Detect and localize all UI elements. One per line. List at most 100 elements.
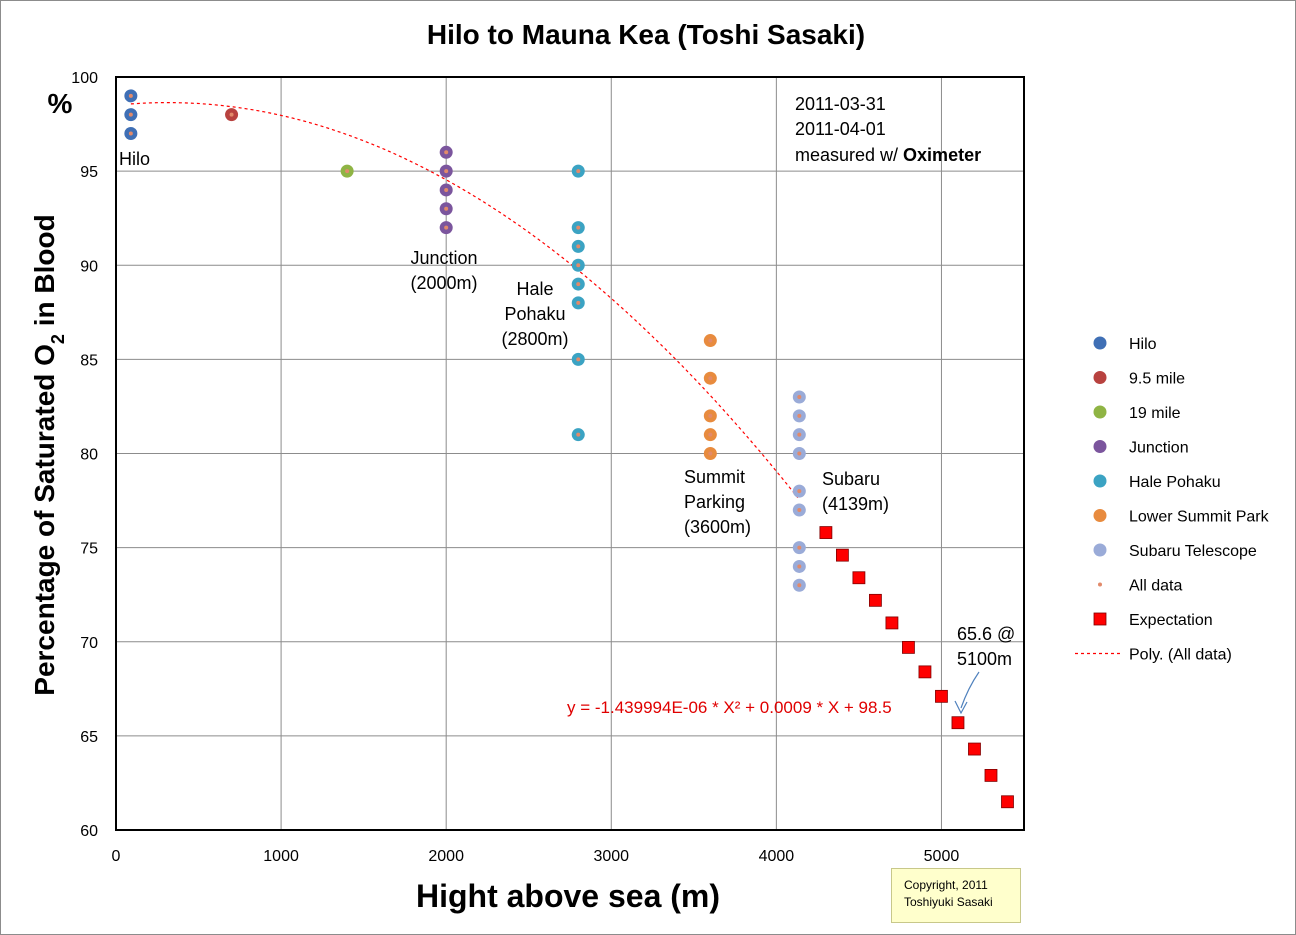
annotation-measured-device: Oximeter [903, 145, 981, 165]
legend-marker [1093, 371, 1107, 384]
poly-trend-line [130, 102, 799, 498]
all-data-point [576, 169, 581, 174]
annotation-measured-prefix: measured w/ [795, 145, 903, 165]
x-tick-label: 3000 [593, 848, 629, 865]
x-tick-label: 0 [112, 848, 121, 865]
plot-border [115, 76, 1025, 831]
y-tick-label: 70 [80, 635, 98, 652]
legend-label: 19 mile [1129, 405, 1181, 422]
all-data-point [708, 338, 713, 343]
all-data-point [444, 150, 449, 155]
all-data-point [128, 131, 133, 136]
all-data-point [797, 413, 802, 418]
y-tick-label: 75 [80, 541, 98, 558]
all-data-point [229, 112, 234, 117]
all-data-point [345, 169, 350, 174]
x-tick-label: 5000 [924, 848, 960, 865]
copyright-line-1: Copyright, 2011 [904, 878, 988, 892]
annotation-date: 2011-04-01 [795, 119, 886, 139]
all-data-point [797, 564, 802, 569]
legend-label: Hilo [1129, 336, 1157, 353]
legend-label: Poly. (All data) [1129, 647, 1232, 664]
annotation-measured: measured w/ Oximeter [795, 145, 981, 165]
annotation-hilo: Hilo [119, 149, 150, 169]
y-tick-label: 60 [80, 823, 98, 840]
all-data-point [576, 244, 581, 249]
legend-marker [1098, 582, 1102, 587]
expectation-point [819, 526, 833, 539]
copyright-box: Copyright, 2011 Toshiyuki Sasaki [891, 868, 1021, 923]
expectation-point [984, 769, 998, 782]
legend-marker [1093, 543, 1107, 557]
trendline-equation: y = -1.439994E-06 * X² + 0.0009 * X + 98… [567, 698, 892, 717]
legend-marker [1093, 405, 1107, 419]
expectation-point [902, 640, 915, 654]
legend-label: Subaru Telescope [1129, 543, 1257, 560]
all-data-point [576, 263, 581, 268]
annotation-summit-parking: Parking [684, 492, 745, 512]
expectation-point [935, 689, 948, 703]
legend-label: Junction [1129, 440, 1189, 457]
x-tick-label: 2000 [428, 848, 464, 865]
annotation-junction: (2000m) [410, 273, 477, 293]
expectation-point [885, 616, 899, 630]
all-data-point [576, 357, 581, 362]
annotation-summit-parking: (3600m) [684, 517, 751, 537]
y-tick-label: 95 [80, 164, 98, 181]
legend-marker [1093, 474, 1107, 488]
all-data-point [797, 432, 802, 437]
y-tick-label: 85 [80, 352, 98, 369]
y-tick-label: 65 [80, 729, 98, 746]
annotation-hale-pohaku: Hale [516, 279, 553, 299]
expectation-point [1001, 795, 1014, 809]
y-axis-label-subscript: 2 [48, 334, 68, 344]
expectation-point [852, 571, 866, 585]
legend-marker [1093, 509, 1107, 522]
legend-label: Expectation [1129, 612, 1213, 629]
y-axis-label: Percentage of Saturated O2 in Blood [29, 214, 68, 695]
y-tick-label: 100 [71, 70, 98, 87]
all-data-point [797, 395, 802, 400]
all-data-point [444, 187, 449, 192]
all-data-point [444, 169, 449, 174]
all-data-point [576, 432, 581, 437]
all-data-point [444, 206, 449, 211]
legend-label: Lower Summit Park [1129, 509, 1270, 526]
legend-label: Hale Pohaku [1129, 474, 1221, 491]
all-data-point [576, 225, 581, 230]
annotation-hale-pohaku: Pohaku [504, 304, 565, 324]
x-axis-label: Hight above sea (m) [416, 878, 720, 914]
expectation-point [869, 593, 882, 607]
all-data-point [797, 507, 802, 512]
all-data-point [708, 451, 713, 456]
all-data-point [128, 112, 133, 117]
y-tick-label: 80 [80, 447, 98, 464]
all-data-point [797, 489, 802, 494]
annotation-expected-point: 5100m [957, 649, 1012, 669]
annotation-arrow-head [954, 700, 968, 715]
all-data-point [576, 300, 581, 305]
annotation-summit-parking: Summit [684, 467, 745, 487]
annotation-arrow [960, 671, 980, 709]
all-data-point [708, 432, 713, 437]
all-data-point [708, 413, 713, 418]
annotation-date: 2011-03-31 [795, 94, 886, 114]
legend-label: 9.5 mile [1129, 371, 1185, 388]
x-tick-label: 4000 [759, 848, 795, 865]
all-data-point [797, 545, 802, 550]
chart-title: Hilo to Mauna Kea (Toshi Sasaki) [427, 19, 865, 50]
all-data-point [444, 225, 449, 230]
all-data-point [708, 376, 713, 381]
y-tick-label: 90 [80, 258, 98, 275]
annotation-expected-point: 65.6 @ [957, 624, 1015, 644]
annotation-junction: Junction [410, 248, 477, 268]
legend-marker [1093, 440, 1107, 453]
annotation-subaru: Subaru [822, 469, 880, 489]
copyright-line-2: Toshiyuki Sasaki [904, 895, 993, 909]
all-data-point [128, 93, 133, 98]
expectation-point [968, 742, 981, 756]
y-axis-label-part: in Blood [29, 214, 60, 334]
legend-marker [1093, 336, 1107, 350]
all-data-point [797, 451, 802, 456]
